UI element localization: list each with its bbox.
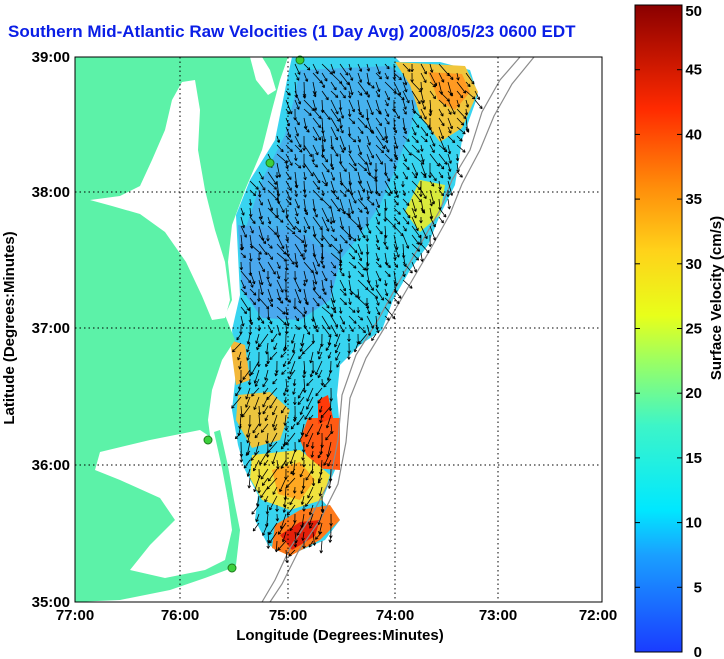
y-tick-label: 37:00 (32, 320, 70, 337)
colorbar: 0 5 10 15 20 25 30 35 40 45 50 Surface Velocity (c… (634, 3, 724, 659)
station-marker[interactable] (203, 435, 213, 445)
x-tick-label: 75:00 (269, 607, 307, 624)
colorbar-tick-label: 0 (694, 644, 702, 659)
station-marker[interactable] (265, 158, 275, 168)
x-tick-label: 72:00 (579, 607, 617, 624)
vector-arrows (231, 63, 483, 564)
velocity-vectors (231, 63, 483, 564)
colorbar-tick-label: 30 (685, 256, 702, 273)
radar-stations (203, 55, 305, 573)
land (75, 57, 288, 602)
x-tick-label: 77:00 (56, 607, 94, 624)
colorbar-tick-label: 5 (694, 579, 702, 596)
colorbar-tick-label: 45 (685, 62, 702, 79)
x-tick-label: 73:00 (479, 607, 517, 624)
x-axis-title: Longitude (Degrees:Minutes) (236, 627, 444, 644)
colorbar-tick-label: 20 (685, 385, 702, 402)
x-tick-label: 76:00 (161, 607, 199, 624)
y-tick-label: 38:00 (32, 184, 70, 201)
y-tick-label: 36:00 (32, 457, 70, 474)
colorbar-tick-label: 35 (685, 191, 702, 208)
y-tick-label: 39:00 (32, 49, 70, 66)
station-marker[interactable] (227, 563, 237, 573)
x-tick-label: 74:00 (376, 607, 414, 624)
colorbar-tick-label: 15 (685, 450, 702, 467)
velocity-field (230, 57, 478, 556)
colorbar-tick-label: 10 (685, 515, 702, 532)
colorbar-tick-label: 50 (685, 3, 702, 20)
map-title: Southern Mid-Atlantic Raw Velocities (1 … (8, 22, 576, 41)
colorbar-tick-label: 40 (685, 126, 702, 143)
grid (75, 57, 602, 602)
colorbar-ticks (635, 4, 682, 653)
colorbar-tick-label: 25 (685, 321, 702, 338)
colorbar-tick-labels: 0 5 10 15 20 25 30 35 40 45 50 (685, 3, 702, 659)
y-tick-label: 35:00 (32, 594, 70, 611)
y-axis-title: Latitude (Degrees:Minutes) (1, 231, 18, 424)
y-axis: 39:00 38:00 37:00 36:00 35:00 Latitude (… (1, 49, 70, 611)
isobaths (261, 57, 535, 602)
colorbar-label: Surface Velocity (cm/s) (708, 216, 724, 380)
x-axis: 77:00 76:00 75:00 74:00 73:00 72:00 Long… (56, 607, 617, 644)
station-marker[interactable] (295, 55, 305, 65)
colorbar-gradient (634, 4, 683, 653)
